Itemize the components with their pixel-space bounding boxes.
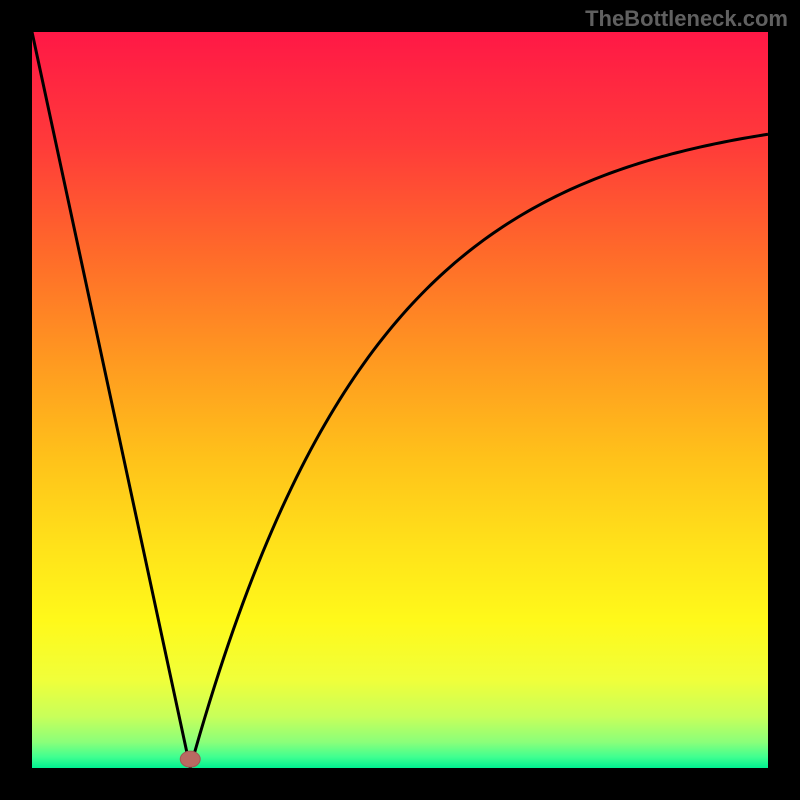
optimal-point-marker bbox=[180, 751, 200, 767]
bottleneck-chart-svg bbox=[0, 0, 800, 800]
gradient-background bbox=[32, 32, 768, 768]
chart-container: TheBottleneck.com bbox=[0, 0, 800, 800]
watermark-text: TheBottleneck.com bbox=[585, 6, 788, 32]
